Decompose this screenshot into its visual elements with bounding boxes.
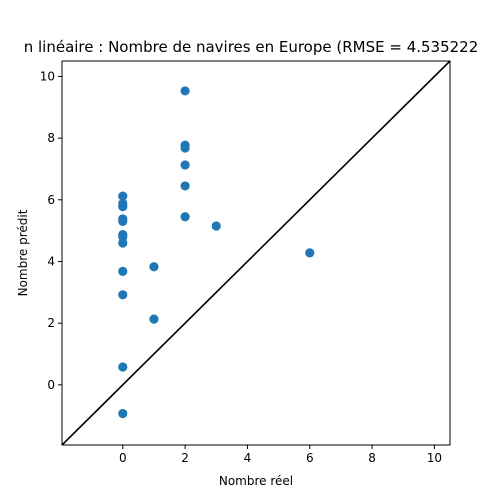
data-point-14 — [180, 86, 190, 96]
data-point-18 — [180, 181, 190, 191]
plot-area: 0 2 4 6 8 10 0 2 4 6 8 10 — [40, 60, 451, 465]
data-point-21 — [305, 248, 315, 258]
x-tick-label-0: 0 — [119, 451, 127, 465]
data-point-9 — [118, 290, 128, 300]
y-axis-label: Nombre prédit — [16, 209, 30, 296]
y-tick-label-0: 0 — [47, 378, 55, 392]
x-tick-label-6: 6 — [306, 451, 314, 465]
data-point-0 — [118, 191, 128, 201]
data-point-11 — [118, 408, 128, 419]
y-tick-label-8: 8 — [47, 131, 55, 145]
data-point-10 — [118, 362, 128, 372]
data-point-4 — [118, 216, 128, 226]
data-point-17 — [180, 160, 190, 170]
data-point-20 — [211, 221, 221, 231]
reference-line — [61, 60, 451, 446]
x-tick-label-2: 2 — [181, 451, 189, 465]
data-point-13 — [149, 314, 159, 324]
data-point-19 — [180, 212, 190, 222]
data-point-16 — [180, 143, 190, 153]
axes-frame — [61, 60, 451, 446]
data-point-7 — [118, 238, 128, 248]
y-tick-label-2: 2 — [47, 316, 55, 330]
y-tick-label-6: 6 — [47, 193, 55, 207]
y-tick-label-4: 4 — [47, 254, 55, 268]
x-tick-label-10: 10 — [427, 451, 442, 465]
x-tick-label-4: 4 — [244, 451, 252, 465]
x-axis-label: Nombre réel — [219, 474, 293, 488]
x-tick-label-8: 8 — [368, 451, 376, 465]
chart-title: n linéaire : Nombre de navires en Europe… — [24, 38, 479, 56]
data-point-2 — [118, 201, 128, 212]
data-point-12 — [149, 262, 159, 272]
y-tick-label-10: 10 — [40, 69, 55, 83]
data-point-8 — [118, 266, 128, 276]
